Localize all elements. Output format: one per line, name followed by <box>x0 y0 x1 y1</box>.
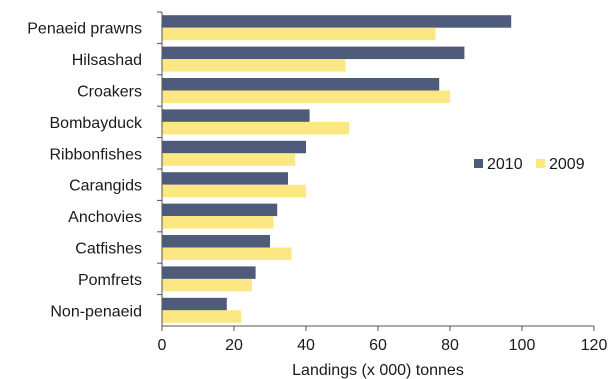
category-label: Hilsashad <box>72 52 142 69</box>
x-tick-label: 100 <box>509 337 536 354</box>
category-label: Carangids <box>69 178 142 195</box>
x-axis-title: Landings (x 000) tonnes <box>292 362 464 379</box>
bar-2009-croakers <box>162 90 450 103</box>
category-labels: Penaeid prawns Hilsashad Croakers Bombayduc… <box>27 11 162 320</box>
x-tick-label: 0 <box>158 337 167 354</box>
legend-label-2010: 2010 <box>487 156 523 173</box>
legend-swatch-2009 <box>536 159 545 168</box>
bar-2009-catfishes <box>162 247 292 260</box>
bar-2010-non-penaeid <box>162 297 227 311</box>
bar-2010-carangids <box>162 172 288 185</box>
x-tick-label: 40 <box>297 337 315 354</box>
x-ticks: 0 20 40 60 80 100 120 <box>158 326 608 354</box>
bar-2009-ribbonfishes <box>162 153 296 166</box>
bar-2009-carangids <box>162 184 306 198</box>
bar-2010-hilsashad <box>162 46 465 60</box>
x-tick-label: 20 <box>225 337 243 354</box>
legend: 2010 2009 <box>474 156 585 173</box>
category-label: Ribbonfishes <box>50 146 143 163</box>
bar-2010-anchovies <box>162 203 278 217</box>
category-label: Catfishes <box>75 241 142 258</box>
bar-2009-non-penaeid <box>162 310 242 323</box>
x-tick-label: 60 <box>369 337 387 354</box>
bar-2010-penaeid-prawns <box>162 15 512 28</box>
bars-group <box>162 15 512 323</box>
bar-2010-croakers <box>162 78 440 91</box>
bar-2009-penaeid-prawns <box>162 27 436 41</box>
bar-2010-catfishes <box>162 235 270 248</box>
x-tick-label: 120 <box>581 337 608 354</box>
category-label: Pomfrets <box>78 272 142 289</box>
category-label: Bombayduck <box>50 115 143 132</box>
legend-label-2009: 2009 <box>549 156 585 173</box>
bar-2009-hilsashad <box>162 59 346 72</box>
bar-2009-anchovies <box>162 216 274 229</box>
category-label: Non-penaeid <box>50 303 142 320</box>
bar-2010-pomfrets <box>162 266 256 279</box>
category-label: Croakers <box>77 84 142 101</box>
bar-2010-ribbonfishes <box>162 140 306 154</box>
category-label: Anchovies <box>68 209 142 226</box>
bar-2009-pomfrets <box>162 278 252 292</box>
bar-2009-bombayduck <box>162 121 350 135</box>
category-label: Penaeid prawns <box>27 21 142 38</box>
legend-swatch-2010 <box>474 159 483 168</box>
x-tick-label: 80 <box>441 337 459 354</box>
bar-2010-bombayduck <box>162 109 310 122</box>
